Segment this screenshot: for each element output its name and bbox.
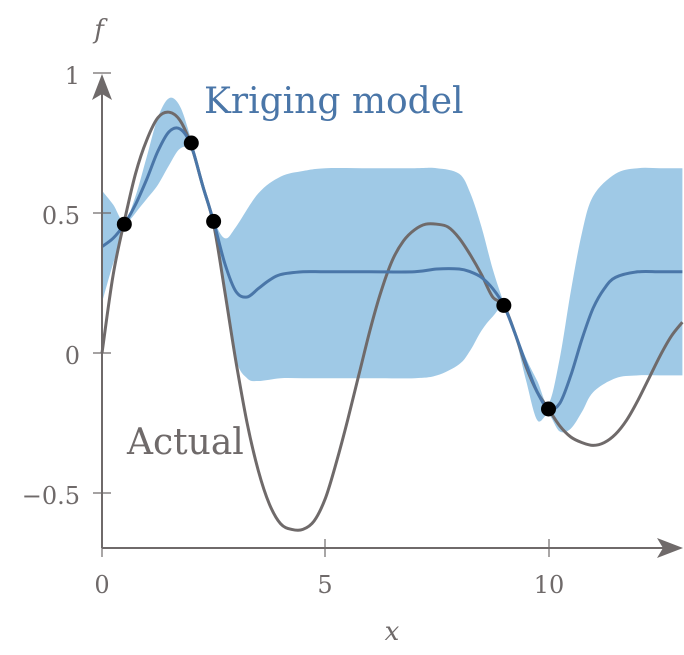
sample-point [206,213,222,229]
sample-point [496,297,512,313]
sample-point [541,401,556,417]
x-tick-label-0: 0 [94,571,109,599]
y-tick-label-neg0.5: −0.5 [22,482,80,510]
y-axis-label: f [92,15,108,45]
x-axis-label: x [385,617,400,647]
x-axis-arrow-icon [657,538,683,558]
y-axis-arrow-icon [92,74,112,100]
sample-point [116,216,132,232]
x-tick-label-10: 10 [534,571,565,599]
kriging-model-annotation: Kriging model [204,81,464,122]
y-tick-label-0.5: 0.5 [42,202,80,230]
sample-point [183,135,199,151]
actual-annotation: Actual [126,422,244,463]
kriging-model-curve [101,126,683,412]
x-tick-label-5: 5 [317,571,332,599]
y-tick-label-1: 1 [65,62,80,90]
y-tick-label-0: 0 [65,342,80,370]
confidence-band [102,97,683,433]
sample-points [116,135,556,417]
